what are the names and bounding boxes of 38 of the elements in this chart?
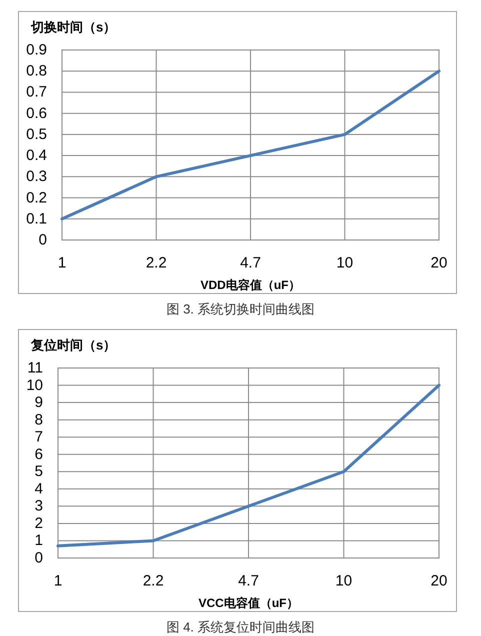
x-tick-label: 4.7 [240,254,261,272]
y-tick-label: 0 [38,232,47,248]
y-tick-label: 3 [34,498,43,515]
x-tick-label: 10 [336,254,354,272]
y-tick-label: 7 [34,428,43,446]
y-tick-label: 11 [27,360,43,376]
xlabel: VCC电容值（uF） [198,596,298,610]
x-tick-label: 1 [58,254,66,272]
y-tick-label: 1 [34,532,43,550]
y-tick-label: 8 [34,411,43,428]
y-tick-label: 6 [34,446,43,463]
y-tick-label: 0.9 [26,42,47,58]
y-tick-label: 0.5 [26,126,47,143]
ylabel: 切换时间（s） [31,20,116,34]
x-tick-label: 10 [335,572,352,590]
y-tick-label: 0.8 [26,62,47,80]
x-tick-label: 2.2 [146,254,167,272]
x-tick-label: 2.2 [142,572,164,590]
y-tick-label: 5 [34,463,43,480]
x-tick-label: 20 [430,254,448,272]
y-tick-label: 2 [34,514,43,532]
y-tick-label: 0.1 [26,210,47,228]
xlabel: VDD电容值（uF） [200,278,300,292]
caption: 图 4. 系统复位时间曲线图 [166,620,315,634]
y-tick-label: 0 [34,550,43,566]
y-tick-label: 0.2 [26,189,47,206]
y-tick-label: 4 [34,480,43,498]
y-tick-label: 0.7 [26,84,47,101]
y-tick-label: 0.4 [26,147,47,164]
x-tick-label: 4.7 [238,572,259,590]
y-tick-label: 0.6 [26,104,47,122]
y-tick-label: 10 [26,376,43,394]
ylabel: 复位时间（s） [31,338,116,352]
x-tick-label: 20 [430,572,448,590]
y-tick-label: 9 [34,394,43,412]
y-tick-label: 0.3 [26,168,47,186]
caption: 图 3. 系统切换时间曲线图 [166,302,315,316]
x-tick-label: 1 [54,572,62,590]
